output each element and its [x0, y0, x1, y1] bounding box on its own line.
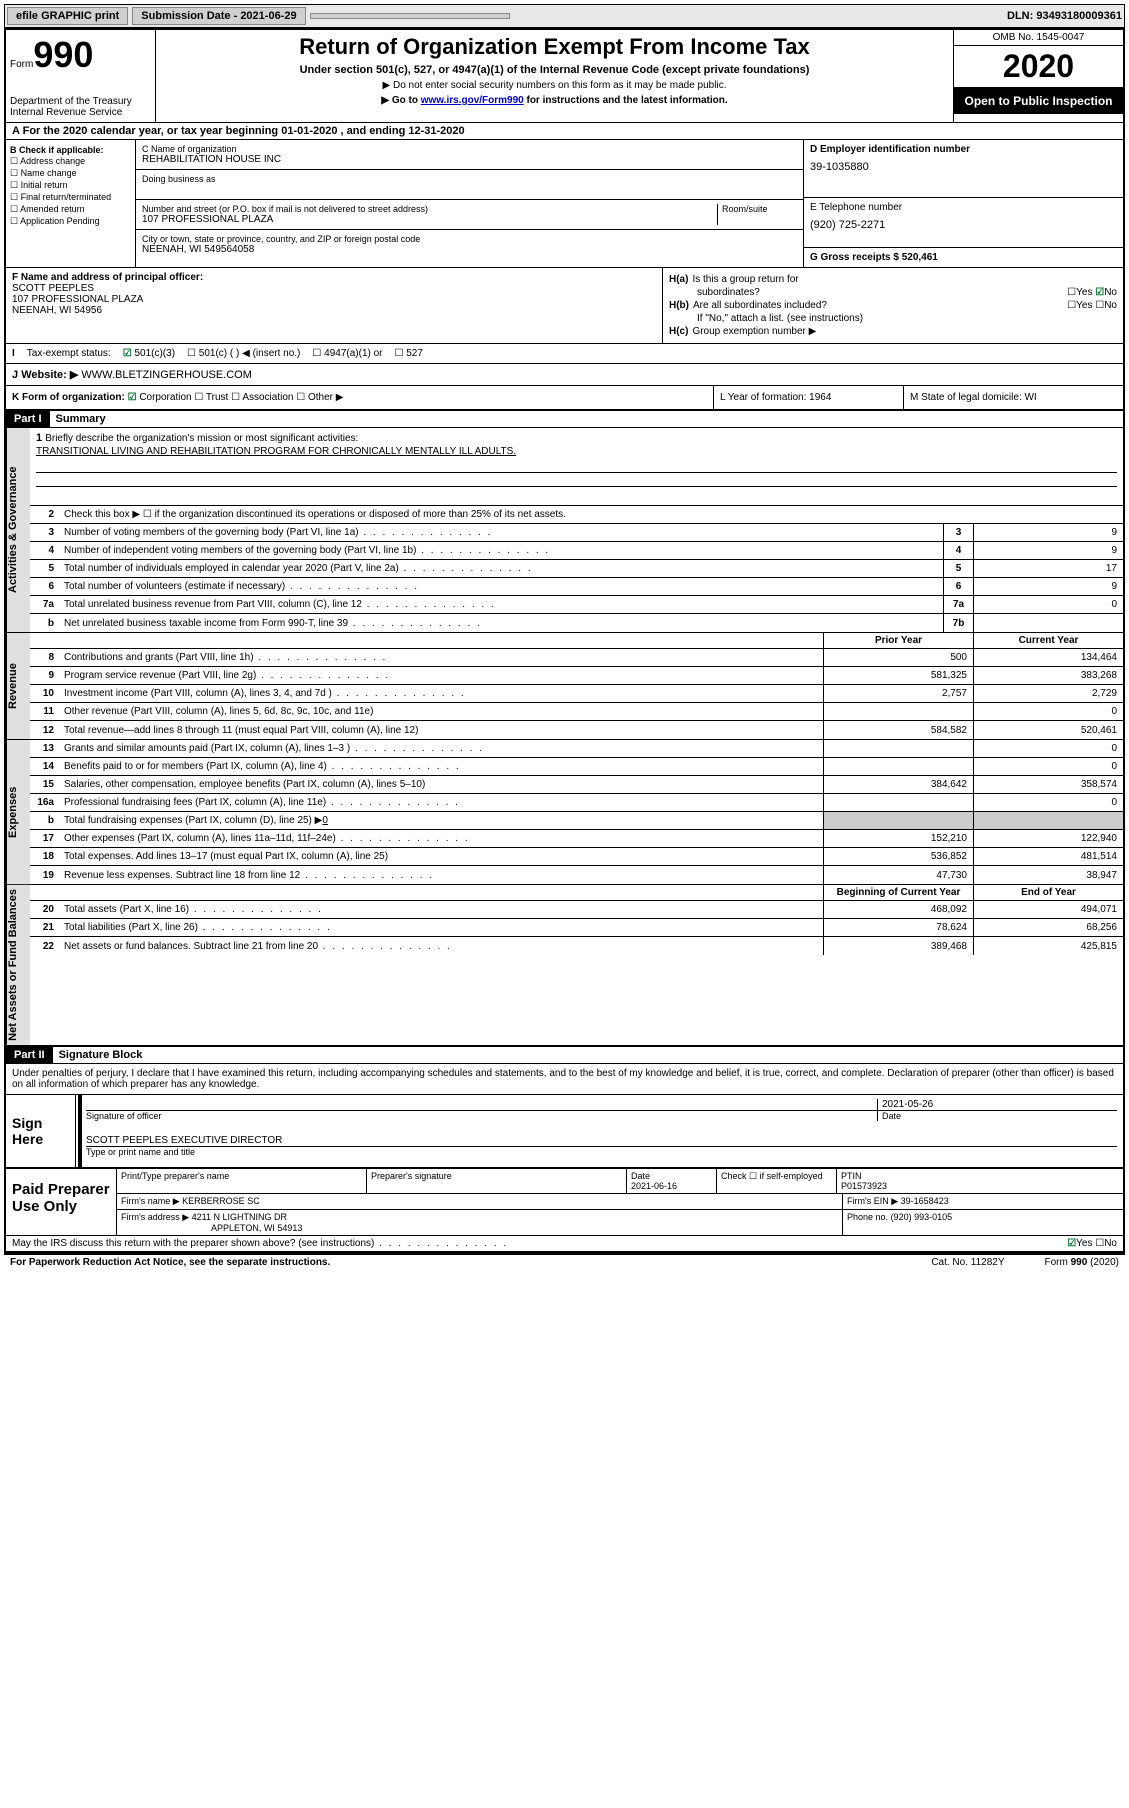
instruction-1: ▶ Do not enter social security numbers o… — [160, 80, 949, 91]
discuss-row: May the IRS discuss this return with the… — [6, 1235, 1123, 1253]
expenses-label: Expenses — [6, 740, 30, 884]
section-c: C Name of organization REHABILITATION HO… — [136, 140, 803, 267]
website-row: J Website: ▶ WWW.BLETZINGERHOUSE.COM — [6, 364, 1123, 386]
topbar: efile GRAPHIC print Submission Date - 20… — [4, 4, 1125, 28]
gross-receipts: G Gross receipts $ 520,461 — [810, 252, 1117, 263]
form-number: 990 — [33, 34, 93, 75]
section-b: B Check if applicable: ☐ Address change … — [6, 140, 136, 267]
net-assets-label: Net Assets or Fund Balances — [6, 885, 30, 1045]
section-h: H(a)Is this a group return for subordina… — [663, 268, 1123, 343]
penalty-text: Under penalties of perjury, I declare th… — [6, 1064, 1123, 1094]
form-prefix: Form — [10, 59, 33, 70]
efile-button[interactable]: efile GRAPHIC print — [7, 7, 128, 25]
preparer-section: Paid Preparer Use Only Print/Type prepar… — [6, 1167, 1123, 1235]
part2-header: Part II Signature Block — [6, 1045, 1123, 1064]
org-name: REHABILITATION HOUSE INC — [142, 154, 797, 165]
ein: 39-1035880 — [810, 161, 1117, 173]
instruction-2: ▶ Go to www.irs.gov/Form990 for instruct… — [160, 95, 949, 106]
subtitle: Under section 501(c), 527, or 4947(a)(1)… — [160, 64, 949, 76]
tax-year-line: A For the 2020 calendar year, or tax yea… — [6, 123, 1123, 140]
revenue-label: Revenue — [6, 633, 30, 739]
phone: (920) 725-2271 — [810, 219, 1117, 231]
blank-field — [310, 13, 510, 19]
irs-link[interactable]: www.irs.gov/Form990 — [421, 95, 524, 106]
main-title: Return of Organization Exempt From Incom… — [160, 34, 949, 60]
governance-label: Activities & Governance — [6, 428, 30, 632]
omb-number: OMB No. 1545-0047 — [954, 30, 1123, 46]
tax-exempt-row: ITax-exempt status: ☑ 501(c)(3) ☐ 501(c)… — [6, 344, 1123, 364]
form-header: Form990 Department of the Treasury Inter… — [6, 30, 1123, 123]
footer: For Paperwork Reduction Act Notice, see … — [4, 1255, 1125, 1270]
submission-date: Submission Date - 2021-06-29 — [132, 7, 305, 25]
city-state-zip: NEENAH, WI 549564058 — [142, 244, 797, 255]
dln-label: DLN: 93493180009361 — [1007, 10, 1122, 22]
section-k: K Form of organization: ☑ Corporation ☐ … — [6, 386, 1123, 411]
street-address: 107 PROFESSIONAL PLAZA — [142, 214, 717, 225]
open-public-badge: Open to Public Inspection — [954, 88, 1123, 114]
mission-text: TRANSITIONAL LIVING AND REHABILITATION P… — [36, 446, 1117, 457]
section-f: F Name and address of principal officer:… — [6, 268, 663, 343]
tax-year: 2020 — [954, 46, 1123, 88]
sign-section: Sign Here 2021-05-26 Signature of office… — [6, 1094, 1123, 1167]
line-1: 1 Briefly describe the organization's mi… — [30, 428, 1123, 506]
dept-label: Department of the Treasury Internal Reve… — [10, 96, 151, 118]
part1-header: Part I Summary — [6, 411, 1123, 428]
